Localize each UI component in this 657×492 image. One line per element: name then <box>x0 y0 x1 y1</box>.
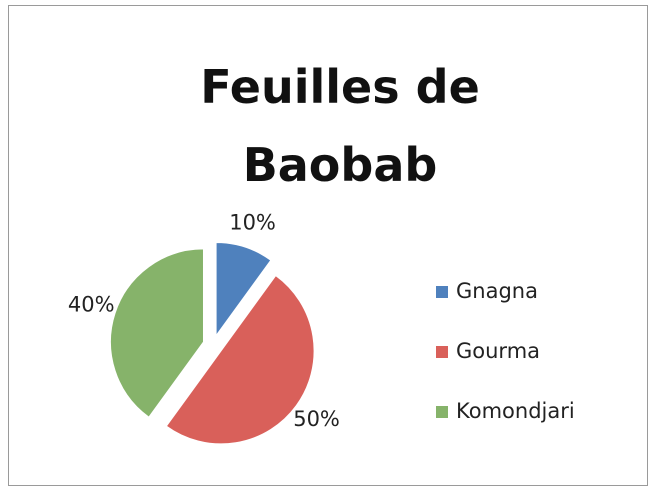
legend-label: Gourma <box>456 339 540 363</box>
legend-swatch <box>436 286 448 298</box>
pie-slice <box>215 241 272 338</box>
pie-slice <box>165 274 315 445</box>
data-label: 40% <box>68 292 115 316</box>
pie-slice <box>110 248 204 418</box>
legend-label: Gnagna <box>456 279 538 303</box>
legend-swatch <box>436 406 448 418</box>
data-label: 10% <box>229 210 276 234</box>
data-label: 50% <box>293 407 340 431</box>
chart-frame <box>8 5 648 486</box>
legend-swatch <box>436 346 448 358</box>
chart-title: Feuilles de Baobab <box>200 60 480 192</box>
legend-label: Komondjari <box>456 399 575 423</box>
